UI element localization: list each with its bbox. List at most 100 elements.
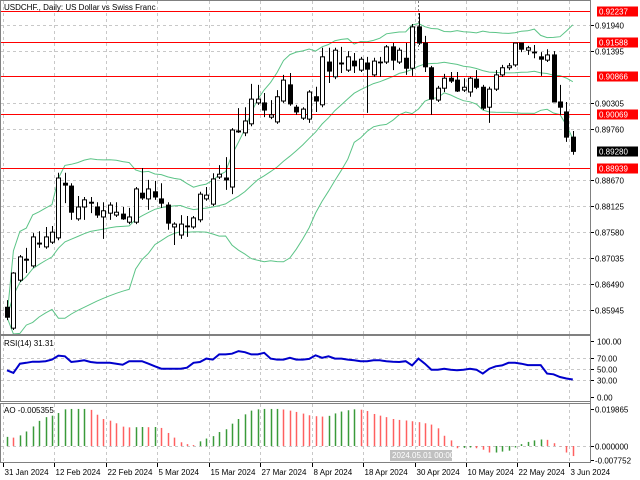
- rsi-panel: 100.00 70.00 50.00 30.00 0.00: [1, 338, 622, 403]
- candle: [31, 233, 36, 268]
- bull-candle-body: [50, 231, 55, 243]
- rsi-tick-label: 50.00: [597, 366, 618, 375]
- price-tick-label: 0.91395: [595, 48, 624, 57]
- bull-candle-body: [275, 96, 280, 123]
- price-tick-label: 0.89760: [595, 126, 624, 135]
- level-price-label: 0.91588: [599, 39, 628, 48]
- candle: [384, 44, 389, 64]
- bull-candle-body: [500, 67, 505, 76]
- candle: [56, 172, 61, 241]
- bear-candle-body: [423, 42, 428, 68]
- axes: 0.91940 0.91395 0.90305 0.89760 0.88670 0.881…: [3, 0, 624, 477]
- level-price-box: [597, 71, 638, 82]
- bull-candle-body: [191, 217, 196, 228]
- candle: [571, 130, 576, 155]
- time-tick-label: 5 Mar 2024: [159, 468, 200, 477]
- candle: [327, 47, 332, 83]
- rsi-tick-label: 0.00: [597, 394, 613, 403]
- candle: [307, 90, 312, 123]
- candle: [82, 197, 87, 220]
- time-tick-label: 8 Apr 2024: [314, 468, 353, 477]
- bull-candle-body: [269, 114, 274, 118]
- bear-candle-body: [63, 182, 68, 186]
- candle: [442, 73, 447, 92]
- bull-candle-body: [89, 201, 94, 204]
- rsi-label: RSI(14) 31.31: [4, 339, 54, 348]
- bull-candle-body: [31, 236, 36, 267]
- bull-candle-body: [339, 62, 344, 65]
- bear-candle-body: [288, 84, 293, 105]
- candles: [5, 13, 576, 331]
- candle: [346, 51, 351, 73]
- candle: [288, 72, 293, 106]
- bull-candle-body: [101, 210, 106, 218]
- candle: [89, 197, 94, 214]
- bull-candle-body: [410, 26, 415, 69]
- time-tick-label: 27 Mar 2024: [262, 468, 307, 477]
- level-price-label: 0.92237: [599, 8, 628, 17]
- bear-candle-body: [327, 61, 332, 72]
- price-tick-label: 0.88125: [595, 203, 624, 212]
- bear-candle-body: [449, 77, 454, 82]
- ao-label: AO -0.005355: [4, 406, 54, 415]
- bear-candle-body: [166, 204, 171, 224]
- crosshair-time-label: 2024.05.01 00:00: [392, 451, 455, 460]
- bear-candle-body: [429, 67, 434, 100]
- bear-candle-body: [121, 213, 126, 220]
- bull-candle-body: [281, 79, 286, 102]
- candle: [179, 215, 184, 239]
- candle: [333, 47, 338, 80]
- candle: [391, 43, 396, 71]
- bollinger-lower-band: [6, 92, 574, 335]
- bull-candle-body: [249, 98, 254, 125]
- time-tick-label: 22 May 2024: [519, 468, 566, 477]
- candle: [76, 196, 81, 221]
- bull-candle-body: [217, 173, 222, 178]
- bull-candle-body: [82, 199, 87, 208]
- chart-title: USDCHF., Daily: US Dollar vs Swiss Franc: [4, 3, 156, 12]
- candle: [134, 187, 139, 225]
- candle: [159, 183, 164, 208]
- candle: [481, 84, 486, 111]
- bull-candle-body: [397, 49, 402, 63]
- bull-candle-body: [384, 46, 389, 63]
- candle: [468, 76, 473, 97]
- rsi-tick-label: 70.00: [597, 355, 618, 364]
- candle: [121, 206, 126, 220]
- bear-candle-body: [153, 191, 158, 198]
- candle: [249, 83, 254, 127]
- price-tick-label: 0.88670: [595, 177, 624, 186]
- bull-candle-body: [114, 211, 119, 216]
- candle: [519, 42, 524, 53]
- bull-candle-body: [468, 77, 473, 93]
- candle: [429, 65, 434, 115]
- bear-candle-body: [352, 60, 357, 67]
- bull-candle-body: [146, 188, 151, 200]
- candle: [140, 168, 145, 200]
- bull-candle-body: [211, 178, 216, 205]
- candle: [513, 42, 518, 67]
- candle: [204, 187, 209, 201]
- bull-candle-body: [127, 216, 132, 223]
- candle: [18, 254, 23, 283]
- candle: [545, 49, 550, 63]
- candle: [108, 202, 113, 220]
- level-price-box: [597, 6, 638, 17]
- rsi-tick-label: 30.00: [597, 377, 618, 386]
- candle: [462, 78, 467, 92]
- bear-candle-body: [417, 26, 422, 44]
- bull-candle-body: [11, 272, 16, 329]
- bull-candle-body: [56, 177, 61, 239]
- current-price-box: [597, 146, 638, 157]
- bear-candle-body: [236, 130, 241, 133]
- ao-tick-label: -0.007752: [595, 457, 632, 466]
- candle: [526, 45, 531, 55]
- horizontal-levels[interactable]: 0.92237 0.91588 0.90866 0.90069 0.88939 0.892…: [1, 6, 638, 174]
- bull-candle-body: [134, 188, 139, 223]
- candle: [372, 57, 377, 77]
- bear-candle-body: [455, 79, 460, 92]
- bear-candle-body: [159, 198, 164, 204]
- candle: [236, 108, 241, 133]
